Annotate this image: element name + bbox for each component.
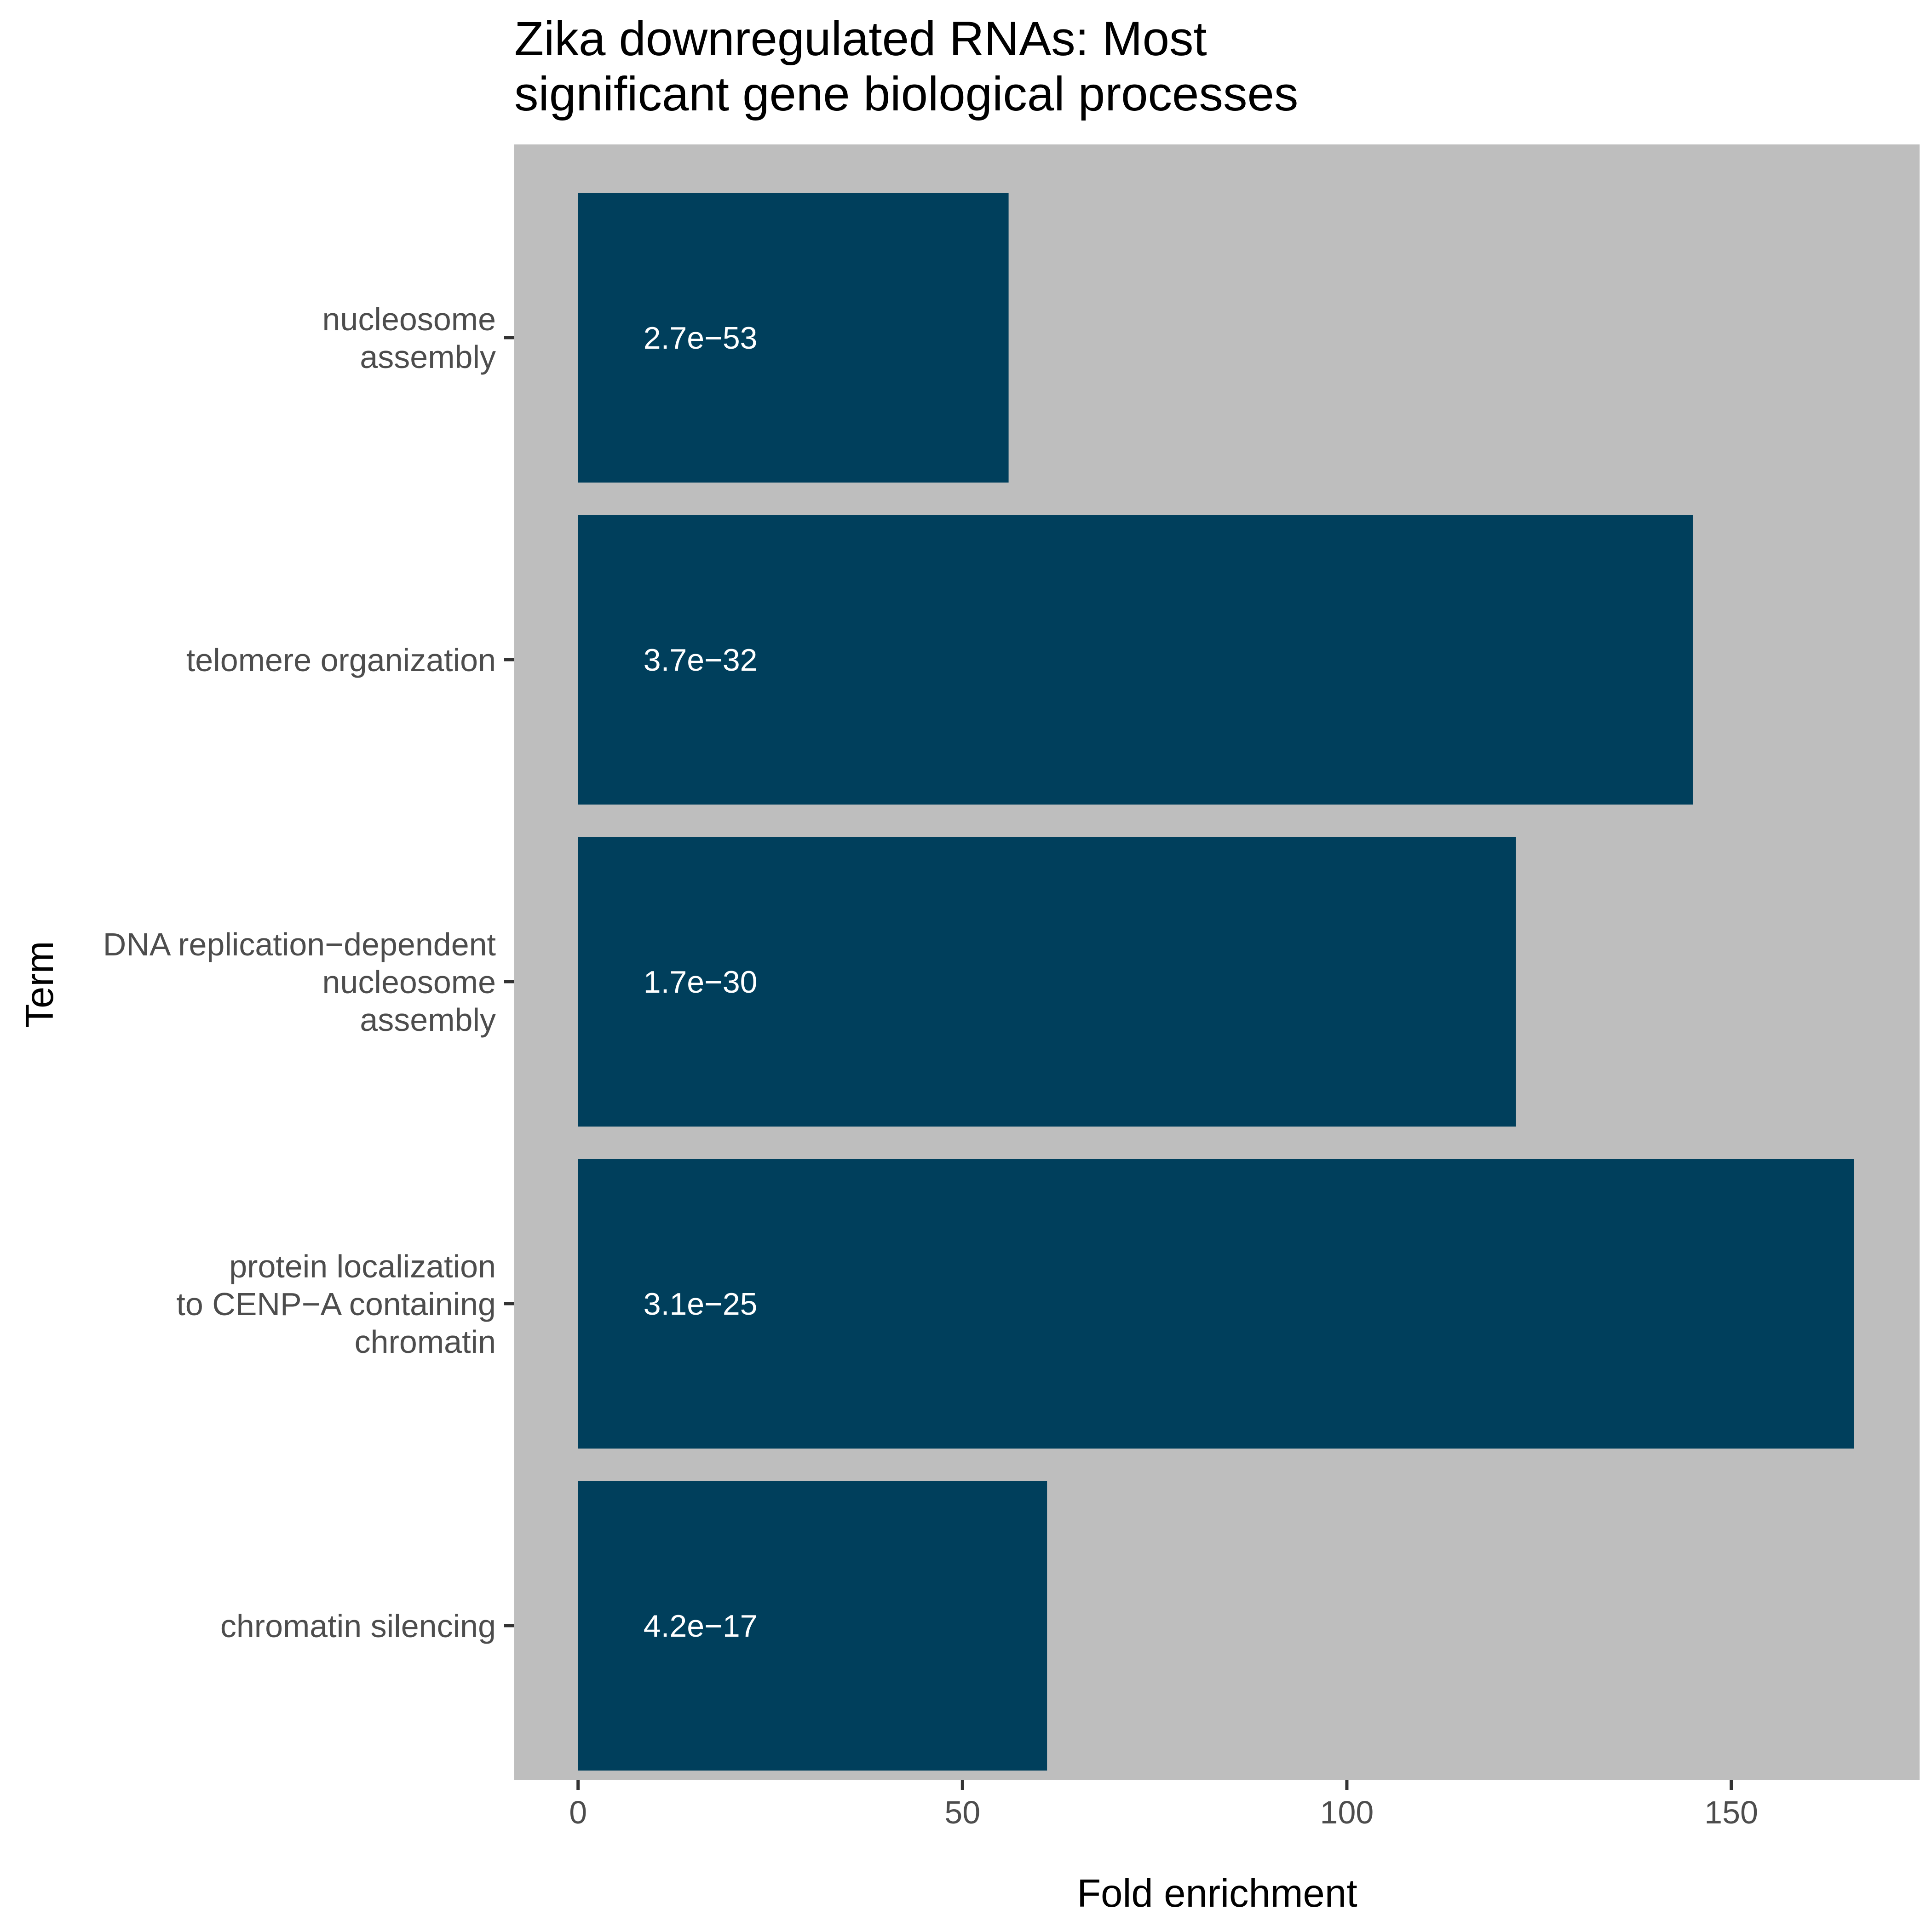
y-tick-label: chromatin silencing (220, 1608, 496, 1644)
bar (578, 515, 1693, 805)
y-tick-label: protein localization to CENP−A containing… (176, 1248, 496, 1360)
bar (578, 1159, 1854, 1449)
y-tick-label: telomere organization (186, 642, 496, 678)
chart-title: Zika downregulated RNAs: Most significant… (514, 12, 1298, 121)
bar-data-label: 3.1e−25 (644, 1287, 758, 1322)
x-axis-title: Fold enrichment (1077, 1872, 1357, 1915)
x-tick-label: 150 (1704, 1794, 1758, 1830)
y-axis-title: Term (18, 941, 62, 1028)
bar-labels-group: 2.7e−53 3.7e−32 1.7e−30 3.1e−25 4.2e−17 (644, 321, 758, 1644)
bar (578, 1481, 1047, 1771)
y-tick-label: nucleosome assembly (322, 301, 496, 375)
bar (578, 837, 1516, 1127)
bar-data-label: 2.7e−53 (644, 321, 758, 356)
x-tick-label: 50 (944, 1794, 980, 1830)
bar (578, 193, 1009, 483)
y-axis: nucleosome assembly telomere organization D… (103, 301, 514, 1644)
bar-data-label: 1.7e−30 (644, 965, 758, 1000)
x-axis: 0 50 100 150 (569, 1780, 1758, 1830)
bar-data-label: 4.2e−17 (644, 1609, 758, 1644)
y-tick-label: DNA replication−dependent nucleosome assem… (103, 926, 496, 1038)
bars-group (578, 193, 1854, 1771)
bar-data-label: 3.7e−32 (644, 643, 758, 678)
x-tick-label: 0 (569, 1794, 587, 1830)
x-tick-label: 100 (1320, 1794, 1374, 1830)
